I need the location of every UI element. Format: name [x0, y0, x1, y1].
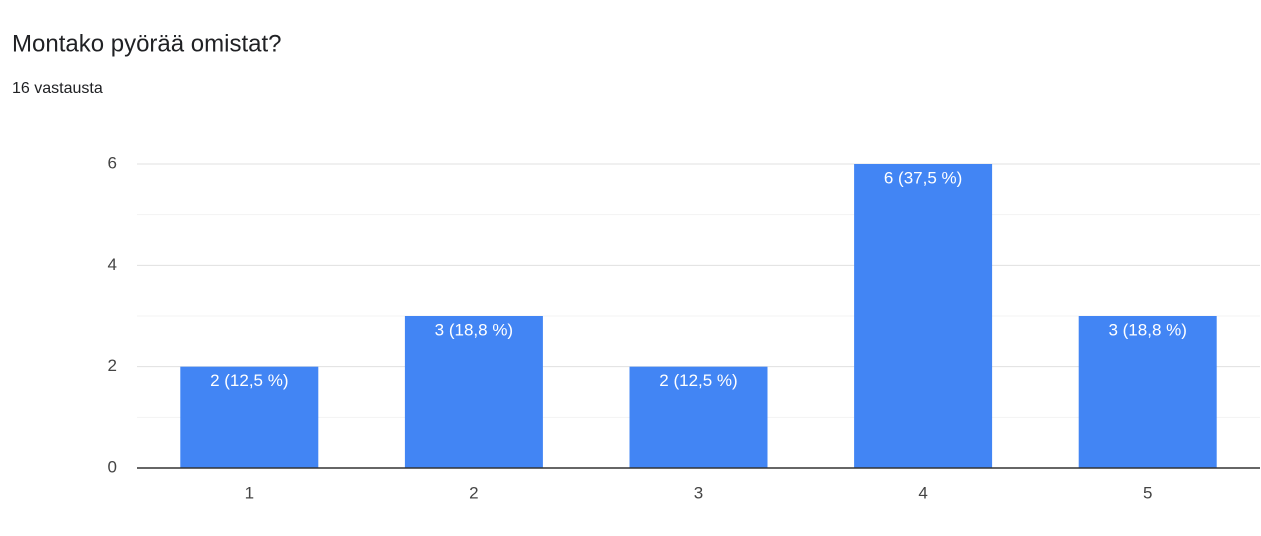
bar [854, 164, 993, 468]
value-label: 3 (18,8 %) [435, 320, 513, 339]
bar [180, 366, 319, 468]
y-tick-label: 0 [108, 457, 117, 476]
value-label: 2 (12,5 %) [659, 371, 737, 390]
y-tick-label: 6 [108, 153, 117, 172]
x-tick-label: 3 [694, 483, 703, 502]
value-label: 2 (12,5 %) [210, 371, 288, 390]
bar [1078, 316, 1217, 468]
x-tick-label: 2 [469, 483, 478, 502]
x-tick-label: 1 [245, 483, 254, 502]
x-tick-label: 4 [918, 483, 927, 502]
title: Montako pyörää omistat? [12, 30, 281, 57]
value-label: 3 (18,8 %) [1108, 320, 1186, 339]
x-tick-label: 5 [1143, 483, 1152, 502]
value-label: 6 (37,5 %) [884, 168, 962, 187]
bar [629, 366, 768, 468]
subtitle: 16 vastausta [12, 80, 103, 97]
y-tick-label: 4 [108, 255, 117, 274]
bar [404, 316, 543, 468]
y-tick-label: 2 [108, 356, 117, 375]
